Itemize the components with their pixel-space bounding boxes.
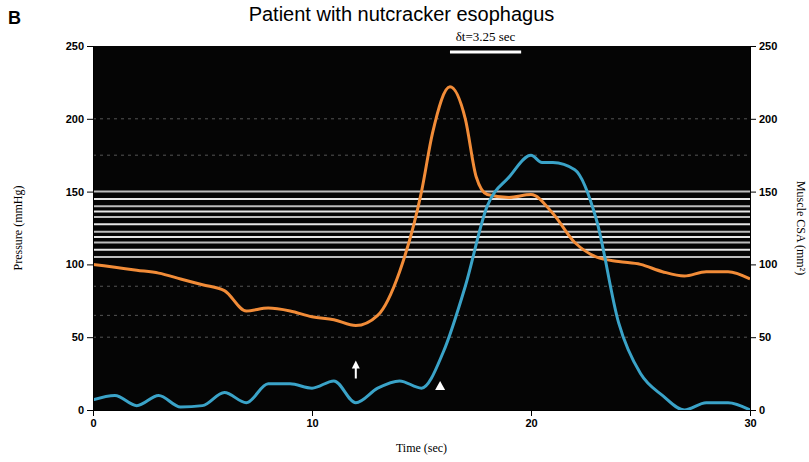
texture-line xyxy=(93,216,750,218)
axis: 0 50 100 150 200 250 xyxy=(66,40,94,416)
pointer-arrow xyxy=(352,360,360,378)
tick-label: 0 xyxy=(78,404,84,416)
tick: 250 xyxy=(66,40,93,52)
tick-mark xyxy=(750,410,756,411)
tick-label: 10 xyxy=(306,417,318,429)
tick-mark xyxy=(93,410,94,416)
tick-label: 250 xyxy=(66,40,84,52)
tick-mark xyxy=(312,410,313,416)
tick-label: 200 xyxy=(759,113,777,125)
tick-label: 150 xyxy=(759,186,777,198)
tick-label: 100 xyxy=(66,258,84,270)
tick: 20 xyxy=(525,410,537,429)
tick-mark xyxy=(750,192,756,193)
tick: 50 xyxy=(750,331,771,343)
axis: 0 50 100 150 200 250 xyxy=(750,40,777,416)
tick-mark xyxy=(750,264,756,265)
tick: 0 xyxy=(90,410,96,429)
y2-axis-title: Muscle CSA (mm²) xyxy=(794,181,808,275)
tick: 100 xyxy=(750,258,777,270)
pointer-triangle xyxy=(435,381,445,390)
texture-line xyxy=(93,236,750,238)
texture-line xyxy=(93,242,750,244)
tick-mark xyxy=(750,46,756,47)
tick-label: 100 xyxy=(759,258,777,270)
texture-line xyxy=(93,231,750,233)
texture-line xyxy=(93,223,750,225)
tick-label: 50 xyxy=(759,331,771,343)
texture-line xyxy=(93,155,750,156)
plot-background xyxy=(93,46,750,410)
tick-mark xyxy=(750,337,756,338)
tick: 200 xyxy=(66,113,93,125)
tick: 100 xyxy=(66,258,93,270)
tick-label: 30 xyxy=(744,417,756,429)
annotation-text: δt=3.25 sec xyxy=(456,29,516,44)
tick: 10 xyxy=(306,410,318,429)
tick-label: 0 xyxy=(90,417,96,429)
tick: 50 xyxy=(72,331,93,343)
axis-line xyxy=(750,47,751,411)
background-texture xyxy=(93,119,750,337)
axis: 0 10 20 30 xyxy=(90,410,756,429)
tick-mark xyxy=(87,264,93,265)
texture-line xyxy=(93,205,750,207)
tick: 150 xyxy=(750,186,777,198)
texture-line xyxy=(93,256,750,258)
tick: 150 xyxy=(66,186,93,198)
texture-line xyxy=(93,315,750,316)
tick-label: 0 xyxy=(759,404,765,416)
tick-label: 20 xyxy=(525,417,537,429)
tick-label: 150 xyxy=(66,186,84,198)
tick-mark xyxy=(87,410,93,411)
tick: 30 xyxy=(744,410,756,429)
data-line xyxy=(93,155,750,410)
tick: 0 xyxy=(750,404,765,416)
annotation-bar xyxy=(450,51,521,54)
chart: δt=3.25 sec01020300501001502002500501001… xyxy=(0,0,809,462)
tick-label: 200 xyxy=(66,113,84,125)
tick-mark xyxy=(87,192,93,193)
panel-letter: B xyxy=(8,8,21,28)
axis-line xyxy=(93,47,94,411)
texture-line xyxy=(93,249,750,251)
tick-mark xyxy=(87,337,93,338)
tick-mark xyxy=(750,119,756,120)
tick-mark xyxy=(87,119,93,120)
texture-line xyxy=(93,286,750,287)
title: Patient with nutcracker esophagus xyxy=(249,3,555,25)
tick-mark xyxy=(531,410,532,416)
x-axis-title: Time (sec) xyxy=(396,441,447,455)
tick: 250 xyxy=(750,40,777,52)
texture-line xyxy=(93,118,750,119)
texture-line xyxy=(93,337,750,338)
data-line xyxy=(93,87,750,326)
texture-line xyxy=(93,211,750,213)
tick: 0 xyxy=(78,404,93,416)
y-axis-title: Pressure (mmHg) xyxy=(11,186,25,271)
tick-label: 50 xyxy=(72,331,84,343)
tick: 200 xyxy=(750,113,777,125)
tick-mark xyxy=(87,46,93,47)
plot-area xyxy=(93,52,750,410)
tick-label: 250 xyxy=(759,40,777,52)
axis-line xyxy=(94,410,751,411)
